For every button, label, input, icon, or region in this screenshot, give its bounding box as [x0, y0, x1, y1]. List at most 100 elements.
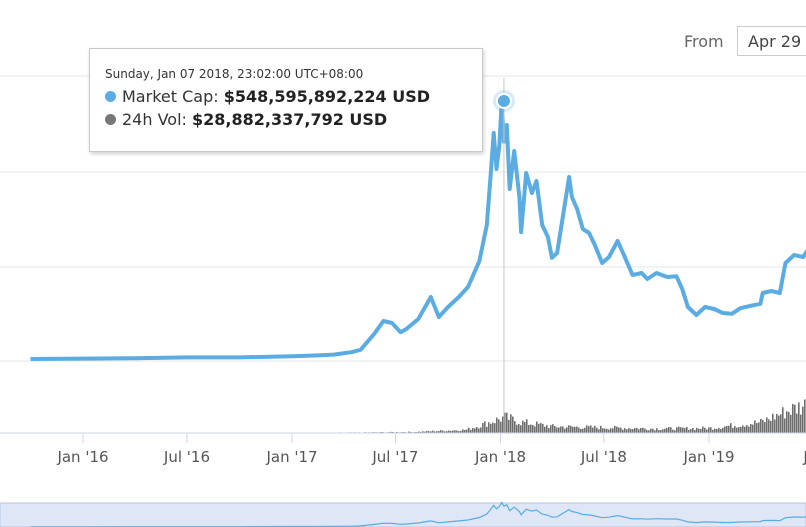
- volume-bar: [740, 426, 742, 433]
- volume-bar: [766, 417, 768, 433]
- volume-bar: [720, 428, 722, 433]
- volume-bar: [554, 426, 556, 433]
- x-tick-label: Jul '16: [163, 448, 210, 466]
- volume-bar: [494, 423, 496, 433]
- volume-bar: [524, 421, 526, 433]
- market-cap-series-line: [30, 99, 806, 361]
- volume-bar: [778, 415, 780, 433]
- volume-bar: [734, 426, 736, 433]
- from-label: From: [684, 32, 724, 51]
- volume-bar: [500, 421, 502, 433]
- volume-bar: [688, 430, 690, 433]
- volume-bar: [674, 430, 676, 433]
- volume-bar: [594, 425, 596, 433]
- volume-bar: [658, 430, 660, 433]
- volume-bar: [610, 428, 612, 433]
- volume-bar: [414, 431, 416, 433]
- volume-bar: [730, 423, 732, 433]
- volume-bar: [630, 428, 632, 433]
- volume-bar: [446, 431, 448, 433]
- volume-bar: [548, 427, 550, 433]
- volume-bar: [652, 428, 654, 433]
- volume-bar: [668, 426, 670, 433]
- volume-bar: [670, 427, 672, 433]
- volume-bar: [606, 428, 608, 433]
- volume-bar: [556, 427, 558, 433]
- volume-bar: [504, 412, 506, 433]
- volume-bar: [772, 413, 774, 433]
- volume-bar: [800, 414, 802, 433]
- volume-bar: [618, 427, 620, 433]
- volume-bar: [518, 424, 520, 433]
- from-date-input[interactable]: Apr 29: [737, 26, 806, 56]
- volume-bar: [622, 429, 624, 433]
- hover-point-marker[interactable]: [495, 93, 512, 109]
- volume-bar: [672, 429, 674, 433]
- volume-bar: [722, 427, 724, 433]
- volume-bar: [570, 425, 572, 433]
- volume-bar: [582, 428, 584, 433]
- volume-bar: [572, 426, 574, 433]
- volume-bar: [520, 425, 522, 433]
- volume-bar: [616, 426, 618, 433]
- volume-bar: [514, 421, 516, 433]
- volume-bar: [450, 430, 452, 433]
- volume-bar: [782, 407, 784, 433]
- volume-bar: [762, 419, 764, 433]
- volume-bar: [636, 428, 638, 433]
- volume-bar: [454, 430, 456, 433]
- volume-bar: [490, 423, 492, 433]
- volume-bar: [436, 431, 438, 433]
- volume-bar: [426, 430, 428, 433]
- volume-bar: [428, 431, 430, 433]
- volume-bar: [640, 428, 642, 433]
- x-axis-ticks: Jan '16 Jul '16 Jan '17 Jul '17 Jan '18 Jul '…: [56, 433, 806, 527]
- volume-bar: [796, 413, 798, 433]
- tooltip-date: Sunday, Jan 07 2018, 23:02:00 UTC+08:00: [105, 67, 364, 81]
- volume-bar: [676, 427, 678, 433]
- volume-bar: [620, 427, 622, 433]
- volume-bar: [718, 427, 720, 433]
- volume-bar: [650, 428, 652, 433]
- volume-bar: [526, 419, 528, 433]
- volume-bar: [664, 428, 666, 433]
- volume-bar: [432, 430, 434, 433]
- volume-bar: [488, 422, 490, 433]
- volume-bar: [560, 426, 562, 433]
- volume-bar: [784, 418, 786, 433]
- volume-bar: [628, 428, 630, 433]
- volume-bar: [748, 426, 750, 433]
- volume-bar: [756, 423, 758, 433]
- volume-bar: [532, 425, 534, 433]
- volume-bar: [788, 411, 790, 433]
- volume-bar: [604, 428, 606, 433]
- volume-bar: [694, 429, 696, 433]
- volume-bar: [576, 426, 578, 433]
- volume-bar: [692, 427, 694, 433]
- volume-bar: [476, 426, 478, 433]
- volume-bar: [466, 429, 468, 433]
- volume-bar: [544, 426, 546, 433]
- volume-bar: [506, 412, 508, 433]
- volume-bar: [698, 428, 700, 433]
- volume-bar: [468, 427, 470, 433]
- x-tick-label: Jan '16: [56, 448, 108, 466]
- volume-bar: [580, 428, 582, 433]
- volume-bar: [498, 419, 500, 433]
- volume-bar: [456, 430, 458, 433]
- volume-bar: [422, 431, 424, 433]
- volume-bar: [598, 429, 600, 433]
- volume-bar: [608, 429, 610, 433]
- navigator-background[interactable]: [0, 502, 806, 527]
- volume-bar: [458, 431, 460, 433]
- volume-bar: [578, 427, 580, 433]
- volume-bar: [662, 429, 664, 433]
- volume-bars: [332, 399, 806, 433]
- volume-bar: [798, 402, 800, 433]
- x-tick-label: Jan '17: [265, 448, 317, 466]
- volume-bar: [760, 418, 762, 433]
- volume-bar: [624, 428, 626, 433]
- volume-bar: [612, 428, 614, 433]
- volume-bar: [512, 416, 514, 433]
- navigator-series-line: [30, 501, 806, 527]
